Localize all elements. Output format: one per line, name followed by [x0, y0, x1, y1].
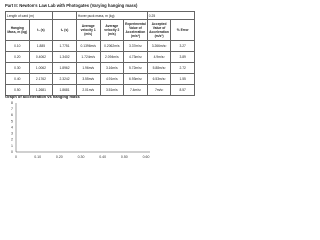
- table-row: 0.10 1.885 1.7751 0.1396m/s 0.2062m/s 3.37m/s…: [5, 40, 195, 52]
- table-body: Length of card (m) Hover puck mass, m (kg…: [4, 11, 196, 96]
- graph: 8 7 6 5 4 3 2 1 00 0.10 0.20 0.30 0.40 0.50 0.60: [11, 101, 150, 159]
- y-tick-label: 8: [11, 101, 13, 105]
- page: Part II: Newton's Law Lab with Photogate…: [0, 0, 200, 164]
- x-tick-label: 0.40: [99, 155, 106, 159]
- x-tick-label: 0.30: [78, 155, 85, 159]
- cell: 0.50: [5, 84, 30, 96]
- section-title: Part II: Newton's Law Lab with Photogate…: [5, 3, 138, 8]
- graph-title: Graph of acceleration vs hanging mass: [5, 94, 80, 99]
- table-row: 0.30 1.0062 1.8962 1.96m/s 3.16m/s 5.72m/s² 5.…: [5, 62, 195, 74]
- y-tick-label: 5: [11, 119, 13, 123]
- data-table: Length of card (m) Hover puck mass, m (kg…: [4, 11, 196, 96]
- x-tick-label: 0.10: [34, 155, 41, 159]
- x-tick-label: 0.60: [143, 155, 150, 159]
- x-tick-label: 0: [15, 155, 17, 159]
- y-tick-label: 6: [11, 113, 13, 117]
- table-row: 0.20 0.4062 1.3402 1.724m/s 2.094m/s 4.73m/s²…: [5, 51, 195, 63]
- table-row: 0.50 1.2681 1.8681 2.01m/s 3.51m/s 7.4m/s² 7m/…: [5, 84, 195, 96]
- x-tick-label: 0.50: [121, 155, 128, 159]
- y-tick-label: 1: [11, 144, 13, 148]
- y-tick-label: 0: [11, 150, 13, 154]
- cell: 2.01m/s: [75, 84, 101, 96]
- y-tick-label: 3: [11, 132, 13, 136]
- y-tick-label: 2: [11, 138, 13, 142]
- header-cell: Accepted Value of Acceleration (m/s²): [146, 19, 172, 41]
- y-tick-label: 7: [11, 107, 13, 111]
- y-tick-label: 4: [11, 125, 13, 129]
- cell: 3.51m/s: [99, 84, 125, 96]
- cell: 8.57: [170, 84, 195, 96]
- x-tick-label: 0.20: [56, 155, 63, 159]
